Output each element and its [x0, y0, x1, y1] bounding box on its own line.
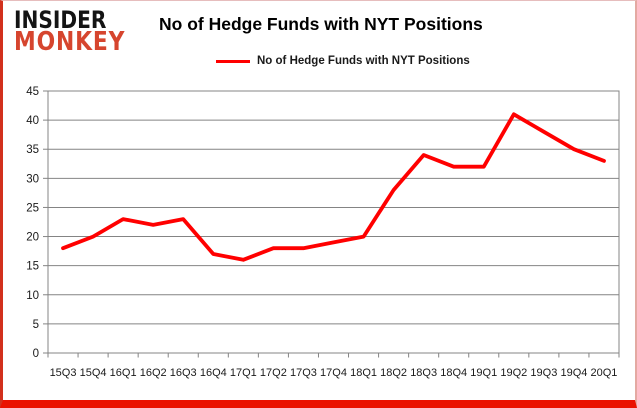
y-axis-tick-label: 45: [26, 86, 39, 98]
x-axis-tick-label: 15Q4: [80, 367, 107, 379]
x-axis-tick-label: 18Q1: [350, 367, 377, 379]
chart-title: No of Hedge Funds with NYT Positions: [159, 14, 483, 34]
y-axis-tick-label: 40: [26, 115, 39, 127]
x-axis-tick-label: 19Q3: [530, 367, 557, 379]
legend-label: No of Hedge Funds with NYT Positions: [257, 55, 470, 67]
logo-line-insider: INSIDER: [14, 6, 107, 34]
x-axis-tick-label: 17Q1: [230, 367, 257, 379]
x-axis-tick-label: 16Q1: [110, 367, 137, 379]
x-axis-tick-label: 16Q3: [170, 367, 197, 379]
x-axis-tick-label: 17Q3: [290, 367, 317, 379]
x-axis-tick-label: 18Q3: [410, 367, 437, 379]
x-axis-tick-label: 17Q4: [320, 367, 347, 379]
x-axis-tick-label: 17Q2: [260, 367, 287, 379]
x-axis-tick-label: 18Q2: [380, 367, 407, 379]
legend-line-swatch: [216, 59, 250, 63]
x-axis-tick-label: 15Q3: [50, 367, 77, 379]
y-axis-tick-label: 25: [26, 202, 39, 214]
y-axis-tick-label: 15: [26, 261, 39, 273]
y-axis-tick-label: 10: [26, 290, 39, 302]
series-line: [61, 112, 606, 262]
x-axis-tick-label: 16Q2: [140, 367, 167, 379]
x-axis-tick-label: 19Q2: [500, 367, 527, 379]
y-axis-tick-label: 30: [26, 173, 39, 185]
insider-monkey-logo: INSIDER MONKEY: [14, 6, 126, 58]
x-axis-tick-label: 19Q4: [560, 367, 587, 379]
y-axis-tick-label: 5: [33, 319, 39, 331]
line-chart: 0 5 10 15 20 25 30 35 40 45 15Q3 15Q4 16Q1 16Q2 16Q3 16…: [26, 86, 620, 379]
y-axis-tick-label: 35: [26, 144, 39, 156]
chart-legend: No of Hedge Funds with NYT Positions: [216, 55, 470, 67]
x-axis-tick-label: 20Q1: [591, 367, 618, 379]
x-axis-tick-label: 18Q4: [440, 367, 467, 379]
logo-line-monkey: MONKEY: [14, 27, 126, 58]
x-axis-tick-label: 19Q1: [470, 367, 497, 379]
y-axis-tick-label: 0: [33, 348, 39, 360]
x-axis-tick-label: 16Q4: [200, 367, 227, 379]
plot-border: [47, 90, 620, 354]
y-axis-tick-label: 20: [26, 232, 39, 244]
